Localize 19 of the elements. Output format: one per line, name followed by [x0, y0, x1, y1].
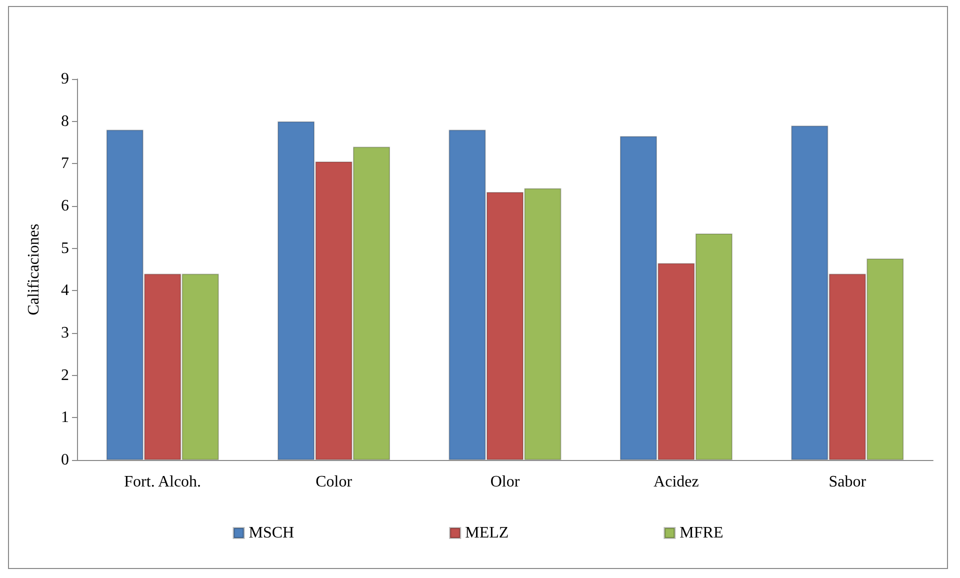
x-tick-label: Acidez: [654, 474, 699, 490]
y-tick-label: 2: [61, 366, 69, 384]
y-tick-label: 9: [61, 70, 69, 88]
y-axis-title: Calificaciones: [26, 224, 42, 316]
y-tick-label: 8: [61, 112, 69, 130]
x-tick-label: Sabor: [828, 474, 867, 490]
x-tick-label: Color: [316, 474, 353, 490]
y-tick-label: 6: [61, 198, 69, 214]
y-tick-label: 0: [61, 452, 69, 468]
x-tick-label: Olor: [490, 474, 520, 490]
y-tick-label: 5: [61, 240, 69, 257]
legend-label: MSCH: [248, 524, 295, 542]
y-tick-label: 3: [61, 324, 69, 342]
legend-label: MELZ: [465, 524, 509, 542]
x-tick-label: Fort. Alcoh.: [124, 474, 202, 490]
legend-label: MFRE: [680, 524, 724, 542]
y-tick-label: 1: [61, 409, 69, 426]
y-tick-label: 7: [61, 155, 69, 172]
y-tick-label: 4: [61, 282, 69, 300]
